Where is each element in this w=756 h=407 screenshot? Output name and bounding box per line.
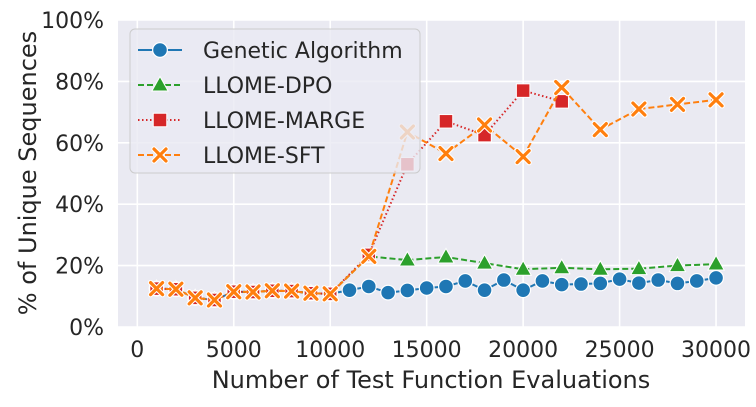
data-point [398, 250, 417, 267]
data-point [457, 272, 474, 289]
data-point [152, 147, 168, 163]
x-tick-label: 15000 [392, 338, 462, 363]
data-point [436, 247, 455, 264]
data-point [206, 292, 223, 308]
data-point [552, 258, 571, 275]
x-tick-label: 25000 [585, 338, 655, 363]
data-point [707, 254, 726, 271]
y-tick-label: 20% [55, 255, 104, 280]
data-point [554, 79, 570, 96]
data-point [437, 278, 454, 295]
data-point [708, 269, 725, 286]
data-point [631, 101, 647, 117]
data-point [284, 283, 300, 299]
data-point [360, 278, 377, 295]
legend: Genetic Algorithm LLOME-DPO LLOME-MARGE LLO… [129, 28, 421, 174]
legend-label: Genetic Algorithm [203, 39, 403, 64]
legend-box [129, 28, 421, 174]
y-tick-label: 80% [55, 70, 104, 95]
x-tick-label: 0 [130, 338, 144, 363]
data-point [650, 272, 667, 289]
data-point [341, 282, 358, 299]
data-point [630, 275, 647, 292]
data-point [322, 286, 338, 302]
data-point [303, 285, 319, 301]
data-point [668, 256, 687, 273]
data-point [438, 114, 454, 129]
data-point [226, 284, 242, 300]
data-point [592, 121, 608, 138]
data-point [669, 275, 686, 292]
data-point [438, 145, 454, 162]
data-point [688, 272, 705, 289]
x-tick-label: 20000 [488, 338, 558, 363]
data-point [245, 284, 261, 300]
data-point [515, 149, 531, 165]
y-tick-label: 60% [55, 132, 104, 157]
x-axis-label: Number of Test Function Evaluations [212, 366, 651, 394]
data-point [151, 75, 169, 92]
data-point [573, 276, 589, 292]
data-point [495, 272, 512, 289]
x-tick-label: 30000 [681, 338, 751, 363]
data-point [399, 282, 416, 299]
data-point [514, 259, 533, 276]
data-point [418, 280, 435, 296]
data-point [592, 275, 609, 292]
data-point [534, 272, 551, 289]
data-point [476, 117, 493, 133]
data-point [380, 284, 397, 301]
y-axis-label: % of Unique Sequences [14, 31, 42, 315]
data-point [264, 283, 280, 299]
x-tick-label: 5000 [206, 338, 262, 363]
data-point [168, 281, 184, 297]
data-point [152, 42, 168, 58]
data-point [476, 282, 493, 299]
data-point [708, 92, 724, 108]
legend-entry: Genetic Algorithm [138, 39, 403, 64]
data-point [148, 281, 165, 297]
data-point [187, 290, 203, 306]
legend-label: LLOME-MARGE [203, 109, 365, 134]
x-tick-label: 10000 [295, 338, 365, 363]
legend-entry: LLOME-MARGE [138, 109, 365, 134]
legend-label: LLOME-SFT [203, 144, 325, 169]
data-point [475, 253, 494, 270]
legend-label: LLOME-DPO [203, 74, 332, 99]
legend-entry: LLOME-DPO [138, 74, 332, 99]
data-point [591, 259, 610, 276]
data-point [629, 259, 648, 276]
y-tick-label: 40% [55, 193, 104, 218]
tick-labels: 0% 20% 40% 60% 80% 100% 0 5000 10000 15000 20000 25… [41, 9, 751, 363]
data-point [515, 282, 532, 299]
data-point [553, 276, 570, 293]
data-point [611, 271, 628, 288]
legend-entry: LLOME-SFT [138, 144, 325, 169]
y-tick-label: 100% [41, 9, 104, 34]
data-point [152, 112, 168, 128]
data-point [515, 83, 531, 98]
data-point [669, 96, 686, 113]
data-point [361, 248, 377, 264]
y-tick-label: 0% [69, 316, 104, 341]
